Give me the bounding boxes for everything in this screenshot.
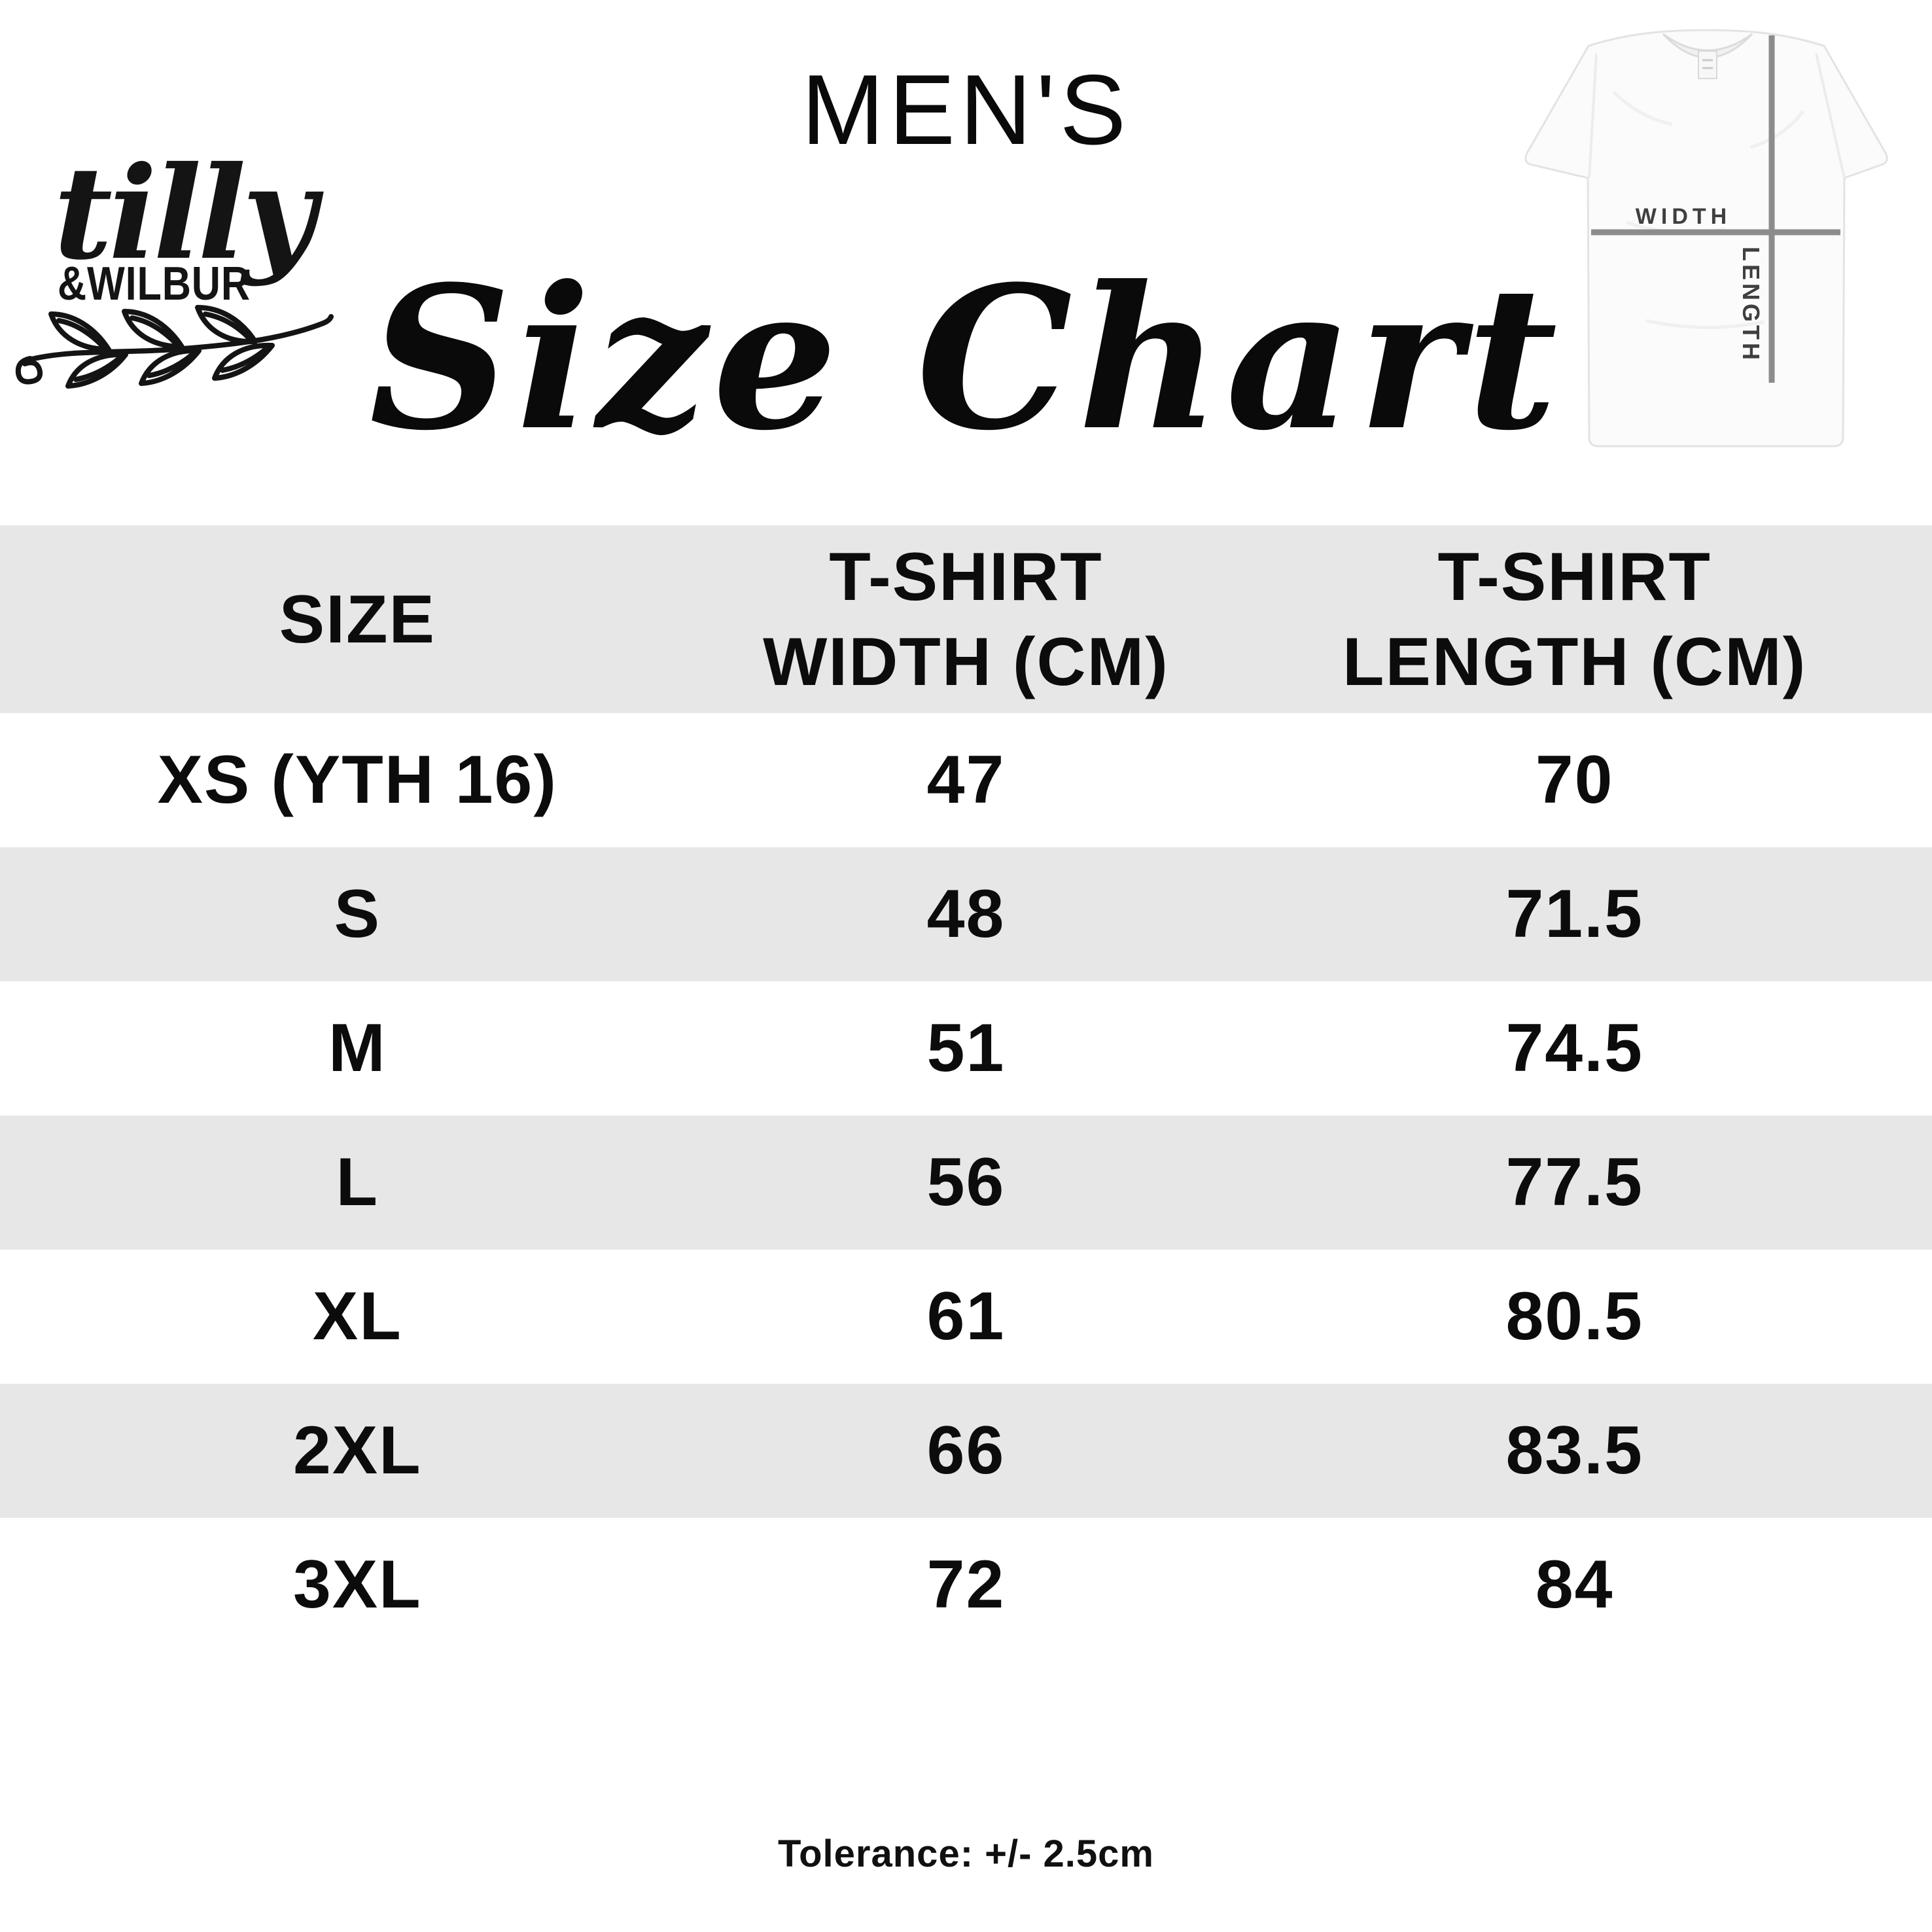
leaf-icon	[139, 347, 202, 386]
size-cell: L	[336, 1144, 379, 1220]
length-cell: 74.5	[1505, 1010, 1643, 1086]
tshirt-collar	[1662, 33, 1753, 59]
brand-name-caps: &WILBUR	[58, 258, 251, 310]
column-header-length: T-SHIRT LENGTH (CM)	[1342, 538, 1807, 700]
size-cell: XS (YTH 16)	[157, 742, 558, 818]
width-cell: 51	[926, 1010, 1006, 1086]
length-label: LENGTH	[1738, 247, 1765, 363]
width-cell: 56	[926, 1144, 1006, 1220]
column-header-width: T-SHIRT WIDTH (CM)	[763, 538, 1169, 700]
category-title: MEN'S	[801, 54, 1131, 166]
table-row: 3XL 72 84	[0, 1518, 1932, 1652]
leaf-icon	[48, 311, 111, 352]
table-row: M 51 74.5	[0, 981, 1932, 1115]
table-row: S 48 71.5	[0, 847, 1932, 981]
size-cell: XL	[312, 1278, 402, 1354]
table-row: XL 61 80.5	[0, 1250, 1932, 1384]
brand-name-script: tilly	[54, 138, 317, 288]
length-cell: 83.5	[1505, 1413, 1643, 1488]
width-cell: 72	[926, 1547, 1006, 1623]
leaf-icon	[212, 342, 275, 381]
width-cell: 47	[926, 742, 1006, 818]
width-cell: 66	[926, 1413, 1006, 1488]
length-cell: 80.5	[1505, 1278, 1643, 1354]
leaf-icon	[65, 351, 128, 389]
length-cell: 84	[1535, 1547, 1614, 1623]
width-label: WIDTH	[1636, 204, 1731, 229]
brand-logo: tilly &WILBUR	[0, 0, 366, 419]
page-title: Size Chart	[369, 243, 1563, 474]
table-row: L 56 77.5	[0, 1115, 1932, 1250]
leaf-icon	[122, 309, 184, 349]
branch-icon	[15, 305, 334, 389]
length-cell: 71.5	[1505, 876, 1643, 952]
table-row: XS (YTH 16) 47 70	[0, 713, 1932, 847]
column-header-size: SIZE	[279, 581, 436, 658]
width-cell: 48	[926, 876, 1006, 952]
table-header-row: SIZE T-SHIRT WIDTH (CM) T-SHIRT LENGTH (…	[0, 525, 1932, 713]
tolerance-note: Tolerance: +/- 2.5cm	[778, 1833, 1154, 1875]
size-cell: M	[328, 1010, 387, 1086]
size-cell: S	[334, 876, 381, 952]
tshirt-body	[1524, 29, 1888, 448]
tshirt-diagram: WIDTH LENGTH	[1524, 29, 1888, 448]
leaf-icon	[195, 305, 258, 345]
length-cell: 77.5	[1505, 1144, 1643, 1220]
size-cell: 3XL	[292, 1547, 422, 1623]
table-row: 2XL 66 83.5	[0, 1384, 1932, 1518]
table-body: XS (YTH 16) 47 70 S 48 71.5 M 51 74.5 L …	[0, 713, 1932, 1652]
length-cell: 70	[1535, 742, 1614, 818]
tshirt-neck-tag	[1698, 50, 1717, 79]
size-table: SIZE T-SHIRT WIDTH (CM) T-SHIRT LENGTH (…	[0, 525, 1932, 1652]
width-cell: 61	[926, 1278, 1006, 1354]
size-cell: 2XL	[292, 1413, 422, 1488]
